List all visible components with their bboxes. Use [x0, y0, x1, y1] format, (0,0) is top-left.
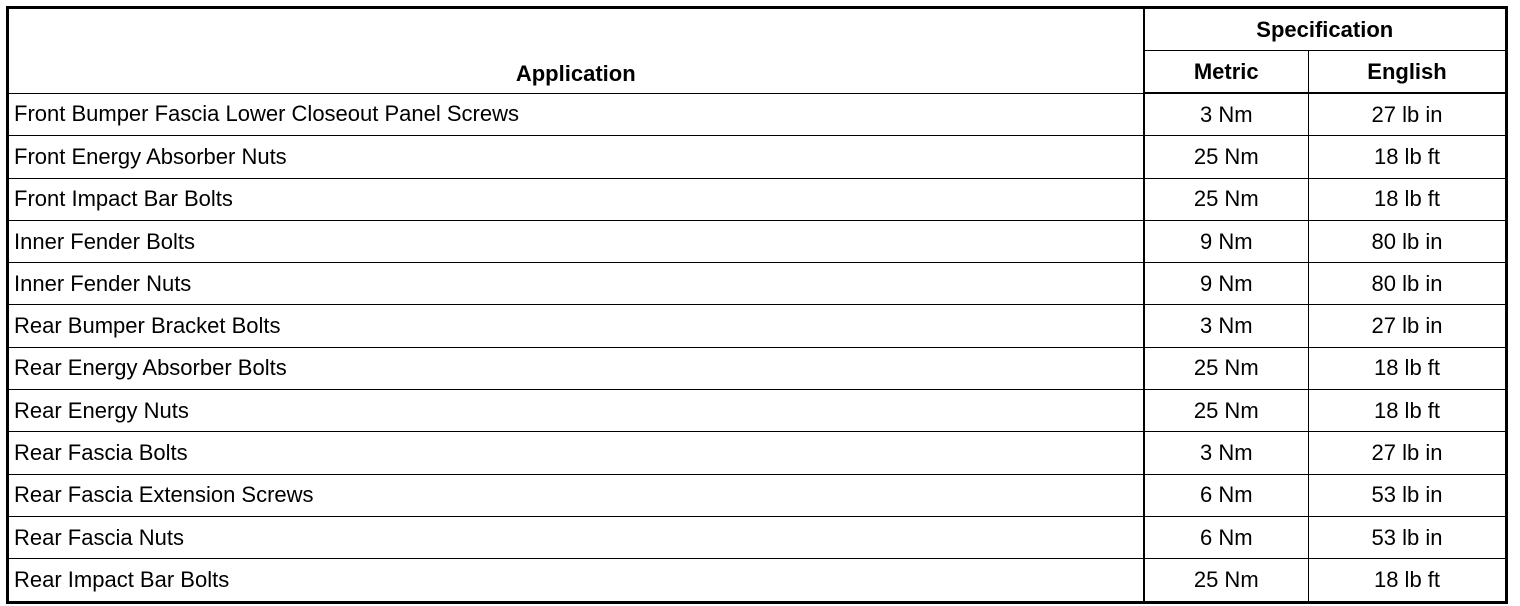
- torque-spec-table: Application Specification Metric English…: [6, 6, 1508, 604]
- application-cell: Rear Energy Nuts: [7, 389, 1145, 433]
- application-cell: Rear Fascia Extension Screws: [7, 473, 1145, 517]
- table-row: Rear Impact Bar Bolts 25 Nm 18 lb ft: [7, 558, 1507, 603]
- metric-cell: 25 Nm: [1143, 558, 1309, 603]
- english-cell: 18 lb ft: [1308, 558, 1507, 603]
- table-row: Rear Energy Absorber Bolts 25 Nm 18 lb ft: [7, 346, 1507, 391]
- metric-cell: 25 Nm: [1143, 389, 1309, 433]
- metric-cell: 6 Nm: [1143, 473, 1309, 517]
- table-row: Rear Bumper Bracket Bolts 3 Nm 27 lb in: [7, 304, 1507, 348]
- metric-cell: 9 Nm: [1143, 262, 1309, 306]
- table-row: Inner Fender Bolts 9 Nm 80 lb in: [7, 219, 1507, 264]
- english-cell: 27 lb in: [1308, 431, 1507, 475]
- application-cell: Inner Fender Bolts: [7, 219, 1145, 264]
- header-application: Application: [7, 7, 1145, 94]
- english-cell: 18 lb ft: [1308, 177, 1507, 221]
- english-cell: 53 lb in: [1308, 473, 1507, 517]
- header-metric: Metric: [1143, 50, 1309, 94]
- application-cell: Front Bumper Fascia Lower Closeout Panel…: [7, 92, 1145, 137]
- application-cell: Inner Fender Nuts: [7, 262, 1145, 306]
- application-cell: Rear Fascia Nuts: [7, 515, 1145, 560]
- table-row: Front Energy Absorber Nuts 25 Nm 18 lb ft: [7, 135, 1507, 179]
- metric-cell: 25 Nm: [1143, 135, 1309, 179]
- header-english: English: [1308, 50, 1507, 94]
- english-cell: 18 lb ft: [1308, 135, 1507, 179]
- english-cell: 53 lb in: [1308, 515, 1507, 560]
- table-row: Inner Fender Nuts 9 Nm 80 lb in: [7, 262, 1507, 306]
- english-cell: 80 lb in: [1308, 262, 1507, 306]
- table-row: Front Bumper Fascia Lower Closeout Panel…: [7, 92, 1507, 137]
- metric-cell: 6 Nm: [1143, 515, 1309, 560]
- metric-cell: 3 Nm: [1143, 304, 1309, 348]
- metric-cell: 25 Nm: [1143, 346, 1309, 391]
- application-cell: Rear Impact Bar Bolts: [7, 558, 1145, 603]
- english-cell: 27 lb in: [1308, 304, 1507, 348]
- application-cell: Front Energy Absorber Nuts: [7, 135, 1145, 179]
- english-cell: 80 lb in: [1308, 219, 1507, 264]
- header-specification: Specification: [1143, 7, 1507, 51]
- table-row: Front Impact Bar Bolts 25 Nm 18 lb ft: [7, 177, 1507, 221]
- application-cell: Rear Bumper Bracket Bolts: [7, 304, 1145, 348]
- application-cell: Rear Energy Absorber Bolts: [7, 346, 1145, 391]
- metric-cell: 3 Nm: [1143, 431, 1309, 475]
- table-row: Rear Fascia Bolts 3 Nm 27 lb in: [7, 431, 1507, 475]
- application-cell: Front Impact Bar Bolts: [7, 177, 1145, 221]
- metric-cell: 25 Nm: [1143, 177, 1309, 221]
- application-cell: Rear Fascia Bolts: [7, 431, 1145, 475]
- table-row: Rear Energy Nuts 25 Nm 18 lb ft: [7, 389, 1507, 433]
- table-row: Rear Fascia Nuts 6 Nm 53 lb in: [7, 515, 1507, 560]
- english-cell: 27 lb in: [1308, 92, 1507, 137]
- table-row: Rear Fascia Extension Screws 6 Nm 53 lb in: [7, 473, 1507, 517]
- metric-cell: 3 Nm: [1143, 92, 1309, 137]
- metric-cell: 9 Nm: [1143, 219, 1309, 264]
- english-cell: 18 lb ft: [1308, 346, 1507, 391]
- english-cell: 18 lb ft: [1308, 389, 1507, 433]
